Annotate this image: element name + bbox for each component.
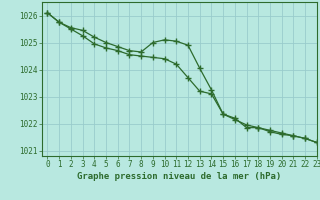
X-axis label: Graphe pression niveau de la mer (hPa): Graphe pression niveau de la mer (hPa) [77,172,281,181]
